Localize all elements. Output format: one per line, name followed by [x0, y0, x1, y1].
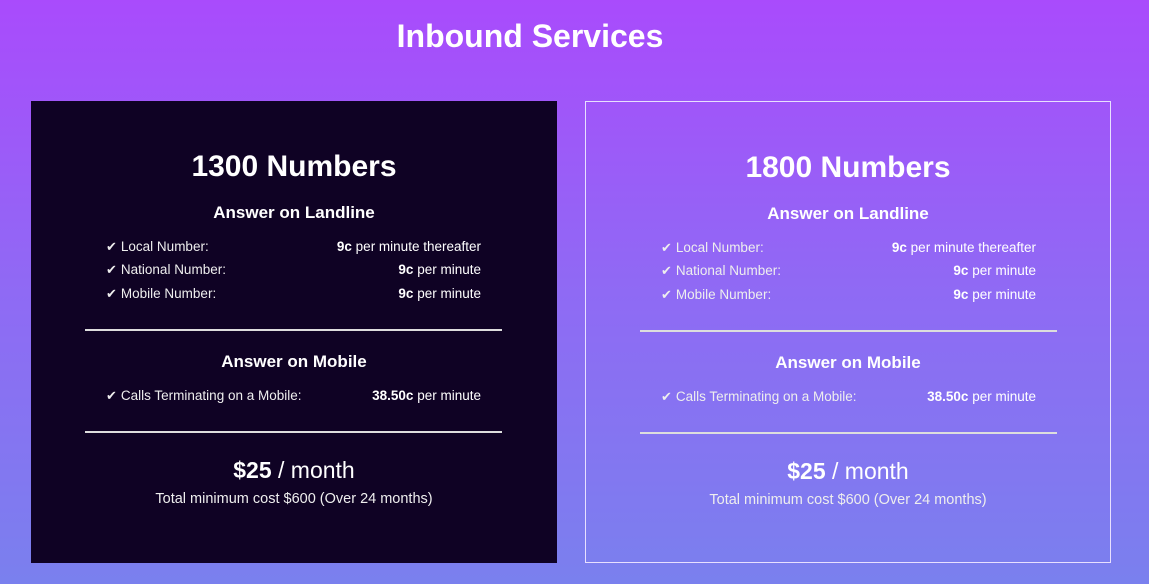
rate-value: 38.50c	[927, 389, 969, 404]
rate-value: 9c	[336, 239, 352, 254]
total-cost: Total minimum cost $600 (Over 24 months)	[155, 491, 433, 507]
rate-label: National Number:	[120, 262, 226, 277]
divider	[85, 431, 502, 433]
rate-value: 9c	[891, 240, 907, 255]
card-title: 1800 Numbers	[745, 151, 951, 184]
rate-row: ✔ National Number: 9c per minute	[661, 263, 1036, 279]
card-title: 1300 Numbers	[191, 150, 397, 183]
checkmark-icon: ✔	[661, 389, 672, 404]
landline-heading: Answer on Landline	[767, 204, 929, 223]
rate-value: 38.50c	[372, 388, 414, 403]
mobile-heading: Answer on Mobile	[775, 353, 921, 372]
rate-unit: per minute thereafter	[910, 240, 1036, 255]
rate-unit: per minute	[417, 262, 481, 277]
rate-label: Local Number:	[120, 239, 209, 254]
divider	[640, 330, 1057, 332]
checkmark-icon: ✔	[661, 287, 672, 302]
rate-label: Local Number:	[675, 240, 764, 255]
price: $25 / month	[586, 458, 1110, 485]
rate-label: Mobile Number:	[120, 286, 217, 301]
landline-heading: Answer on Landline	[213, 203, 375, 222]
price-period: / month	[278, 457, 355, 483]
rate-value: 9c	[953, 287, 969, 302]
rate-unit: per minute	[417, 286, 481, 301]
mobile-heading: Answer on Mobile	[221, 352, 367, 371]
rate-row: ✔ Mobile Number: 9c per minute	[661, 287, 1036, 303]
rate-unit: per minute	[972, 287, 1036, 302]
total-cost: Total minimum cost $600 (Over 24 months)	[709, 492, 987, 508]
checkmark-icon: ✔	[106, 286, 117, 301]
rate-label: Mobile Number:	[675, 287, 772, 302]
rate-value: 9c	[398, 286, 414, 301]
rate-unit: per minute	[972, 389, 1036, 404]
checkmark-icon: ✔	[106, 262, 117, 277]
checkmark-icon: ✔	[106, 239, 117, 254]
page-title: Inbound Services	[396, 18, 664, 54]
divider	[640, 432, 1057, 434]
checkmark-icon: ✔	[106, 388, 117, 403]
rate-row: ✔ Calls Terminating on a Mobile: 38.50c p…	[106, 388, 481, 404]
rate-row: ✔ Mobile Number: 9c per minute	[106, 286, 481, 302]
rate-label: Calls Terminating on a Mobile:	[675, 389, 857, 404]
checkmark-icon: ✔	[661, 240, 672, 255]
rate-label: Calls Terminating on a Mobile:	[120, 388, 302, 403]
rate-label: National Number:	[675, 263, 781, 278]
price-amount: $25	[787, 458, 826, 484]
checkmark-icon: ✔	[661, 263, 672, 278]
pricing-card-1300: 1300 Numbers Answer on Landline ✔ Local N…	[31, 101, 557, 563]
rate-value: 9c	[398, 262, 414, 277]
rate-row: ✔ Local Number: 9c per minute thereafter	[106, 239, 481, 255]
divider	[85, 329, 502, 331]
rate-row: ✔ National Number: 9c per minute	[106, 262, 481, 278]
rate-unit: per minute	[417, 388, 481, 403]
pricing-card-1800: 1800 Numbers Answer on Landline ✔ Local N…	[585, 101, 1111, 563]
rate-unit: per minute	[972, 263, 1036, 278]
price-amount: $25	[233, 457, 272, 483]
rate-unit: per minute thereafter	[355, 239, 481, 254]
rate-value: 9c	[953, 263, 969, 278]
price: $25 / month	[31, 457, 557, 484]
price-period: / month	[832, 458, 909, 484]
rate-row: ✔ Calls Terminating on a Mobile: 38.50c p…	[661, 389, 1036, 405]
rate-row: ✔ Local Number: 9c per minute thereafter	[661, 240, 1036, 256]
